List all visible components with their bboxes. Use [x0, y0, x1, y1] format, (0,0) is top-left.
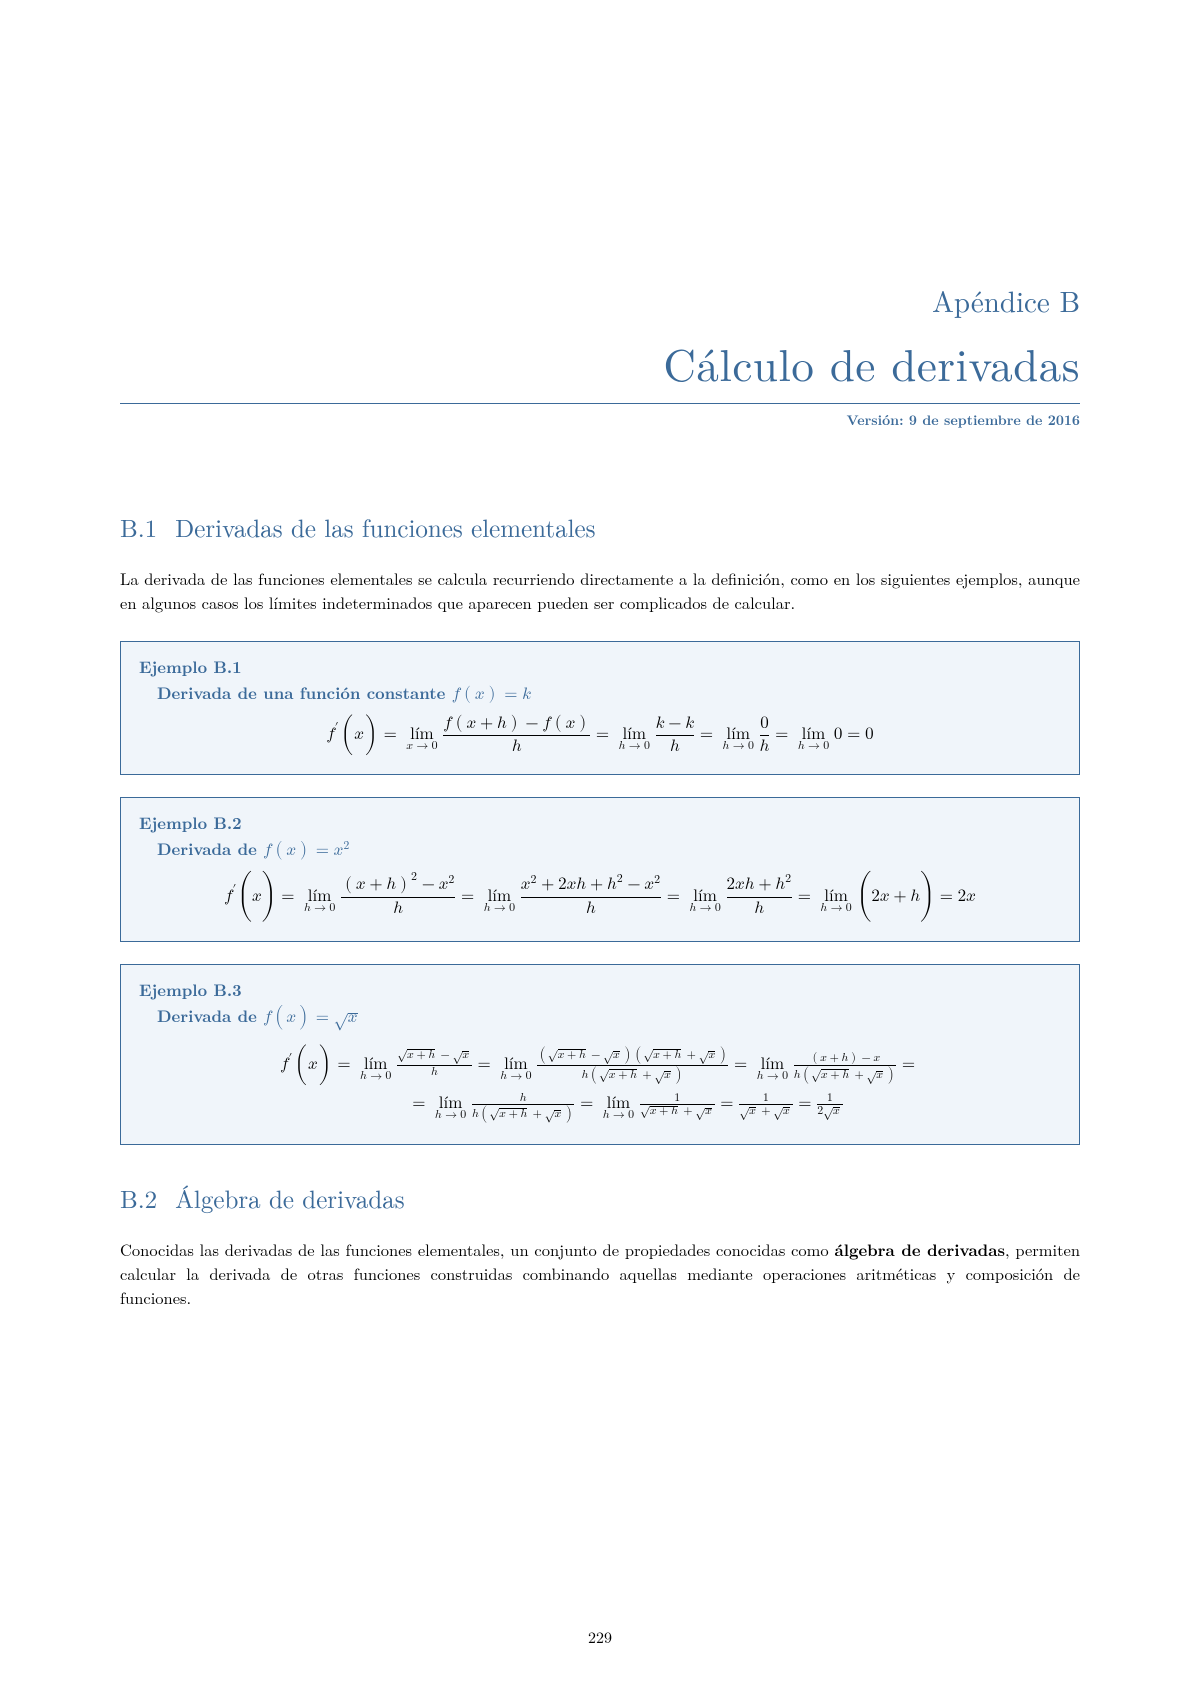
section-number: B.1: [120, 510, 157, 545]
example-title-math: f(x)=x2: [263, 836, 350, 860]
example-box-b1: Ejemplo B.1 Derivada de una función cons…: [120, 641, 1080, 775]
section-number: B.2: [120, 1181, 157, 1216]
example-formula: f′(x) = límh→0 (x+h)2−x2 h = límh→0 x2+2…: [139, 871, 1061, 923]
appendix-label: Apéndice B: [120, 280, 1080, 321]
title-rule: [120, 403, 1080, 404]
section-heading-b1: B.1 Derivadas de las funciones elementale…: [120, 510, 1080, 545]
example-title: Derivada de f(x)=x: [157, 1003, 1061, 1031]
example-title-text: Derivada de: [157, 836, 263, 860]
example-label: Ejemplo B.1: [139, 654, 1061, 678]
example-title: Derivada de una función constante f(x)=k: [157, 680, 1061, 704]
section-title: Álgebra de derivadas: [175, 1181, 404, 1216]
example-title: Derivada de f(x)=x2: [157, 836, 1061, 861]
example-formula: f′(x) = límx→0 f(x+h)−f(x) h = límh→0 k−…: [139, 714, 1061, 756]
chapter-title: Cálculo de derivadas: [120, 331, 1080, 395]
example-box-b3: Ejemplo B.3 Derivada de f(x)=x f′(x) = l…: [120, 964, 1080, 1146]
example-title-math: f(x)=k: [452, 680, 531, 704]
example-title-text: Derivada de: [157, 1003, 263, 1027]
body-paragraph: La derivada de las funciones elementales…: [120, 567, 1080, 615]
example-title-text: Derivada de una función constante: [157, 680, 452, 704]
example-formula: f′(x) = límh→0 x+h−x h = límh→0 (x+h−x): [139, 1040, 1061, 1126]
example-title-math: f(x)=x: [263, 1003, 361, 1027]
example-label: Ejemplo B.3: [139, 977, 1061, 1001]
page: Apéndice B Cálculo de derivadas Versión:…: [0, 0, 1200, 1698]
section-heading-b2: B.2 Álgebra de derivadas: [120, 1181, 1080, 1216]
section-title: Derivadas de las funciones elementales: [175, 510, 595, 545]
body-paragraph: Conocidas las derivadas de las funciones…: [120, 1238, 1080, 1310]
page-number: 229: [0, 1625, 1200, 1648]
example-box-b2: Ejemplo B.2 Derivada de f(x)=x2 f′(x) = …: [120, 797, 1080, 942]
version-line: Versión: 9 de septiembre de 2016: [120, 410, 1080, 430]
example-label: Ejemplo B.2: [139, 810, 1061, 834]
